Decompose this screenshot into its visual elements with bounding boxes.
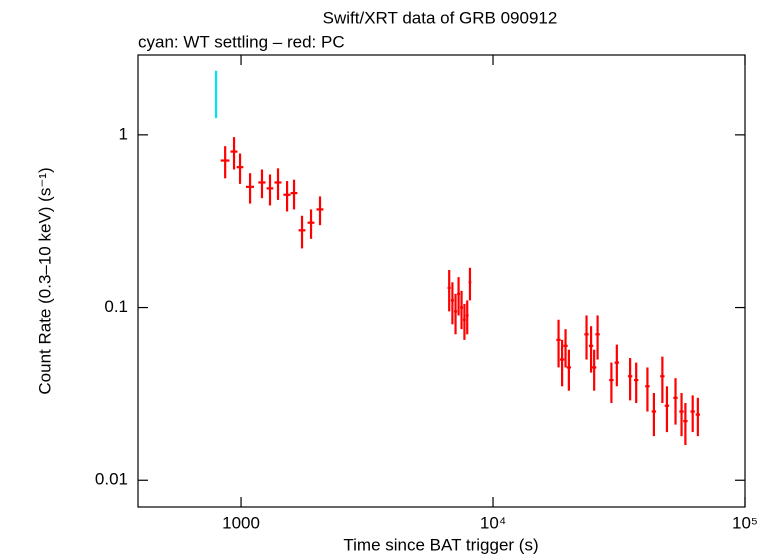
x-tick-label: 1000 xyxy=(222,513,260,532)
y-tick-label: 0.01 xyxy=(95,470,128,489)
x-tick-label: 10⁵ xyxy=(732,513,758,532)
chart-title: Swift/XRT data of GRB 090912 xyxy=(323,8,558,27)
y-tick-label: 1 xyxy=(119,124,128,143)
y-axis-label: Count Rate (0.3–10 keV) (s⁻¹) xyxy=(35,167,54,394)
x-axis-label: Time since BAT trigger (s) xyxy=(343,535,538,554)
chart-subtitle: cyan: WT settling – red: PC xyxy=(138,32,345,51)
x-tick-label: 10⁴ xyxy=(480,513,506,532)
plot-frame xyxy=(137,54,746,508)
y-tick-label: 0.1 xyxy=(104,297,128,316)
